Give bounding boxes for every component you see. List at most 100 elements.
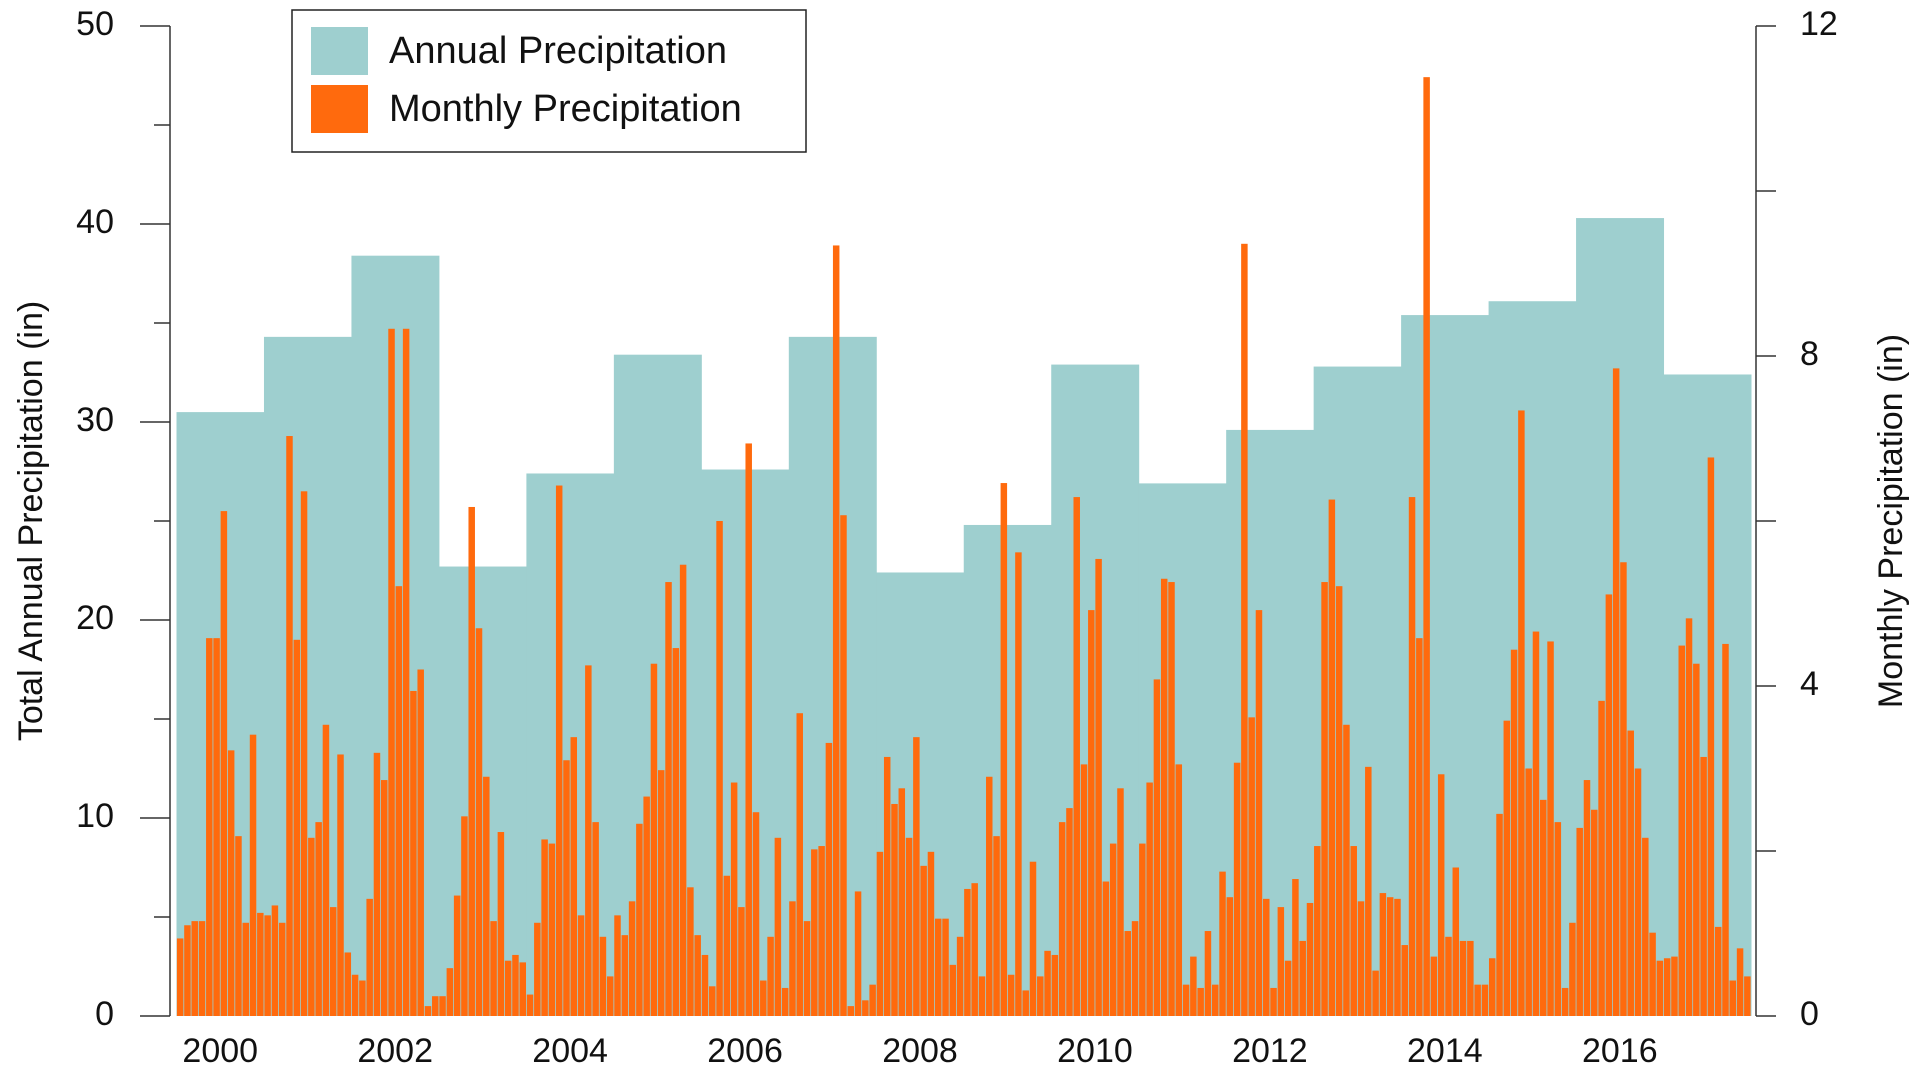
monthly-bar [1423, 77, 1430, 1016]
monthly-bar [1284, 960, 1292, 1016]
monthly-bar [1109, 843, 1117, 1016]
monthly-bar [424, 1006, 432, 1016]
monthly-bar [1350, 846, 1357, 1016]
legend-swatch [311, 27, 368, 75]
monthly-bar [760, 980, 767, 1016]
monthly-bar [905, 837, 913, 1016]
monthly-bar [1408, 497, 1416, 1016]
monthly-bar [381, 780, 388, 1016]
monthly-bar [796, 713, 803, 1016]
monthly-bar [1598, 700, 1605, 1016]
monthly-bar [1488, 958, 1496, 1016]
monthly-bar [1634, 768, 1642, 1016]
monthly-bar [512, 954, 519, 1016]
monthly-bar [1503, 720, 1511, 1016]
monthly-bar [1015, 552, 1022, 1016]
monthly-bar [541, 839, 548, 1016]
x-tick-label: 2014 [1407, 1032, 1483, 1070]
monthly-bar [395, 586, 403, 1016]
monthly-bar [862, 1000, 869, 1016]
y-tick-label: 10 [76, 797, 114, 835]
monthly-bar [1372, 970, 1379, 1016]
monthly-bar [1175, 764, 1183, 1016]
monthly-bar [730, 782, 738, 1016]
monthly-bar [1532, 631, 1540, 1016]
monthly-bar [920, 865, 927, 1016]
monthly-bar [1270, 987, 1277, 1016]
monthly-bar [337, 754, 344, 1016]
monthly-bar [329, 907, 337, 1016]
monthly-bar [278, 922, 286, 1016]
monthly-bar [1591, 809, 1598, 1016]
monthly-bar [563, 760, 570, 1016]
monthly-bar [1277, 907, 1285, 1016]
y-tick-label: 40 [76, 203, 114, 241]
monthly-bar [825, 742, 833, 1016]
monthly-bar [1226, 897, 1234, 1016]
monthly-bar [913, 737, 920, 1016]
monthly-bar [1000, 483, 1008, 1016]
monthly-bar [752, 812, 760, 1016]
monthly-bar [1612, 368, 1620, 1016]
monthly-bar [1153, 679, 1161, 1016]
monthly-bar [1102, 881, 1110, 1016]
monthly-bar [475, 628, 483, 1016]
monthly-bar [1416, 638, 1423, 1016]
monthly-bar [548, 843, 556, 1016]
monthly-bar [1292, 879, 1299, 1016]
monthly-bar [432, 996, 439, 1016]
monthly-bar [235, 836, 242, 1016]
monthly-bar [978, 976, 986, 1016]
x-tick-label: 2012 [1232, 1032, 1308, 1070]
monthly-bar [1088, 610, 1095, 1016]
monthly-bar [1693, 663, 1700, 1016]
monthly-bar [490, 921, 497, 1016]
monthly-bar [789, 901, 796, 1016]
monthly-bar [942, 918, 949, 1016]
monthly-bar [592, 822, 599, 1016]
monthly-bar [439, 996, 446, 1016]
x-tick-label: 2004 [532, 1032, 608, 1070]
monthly-bar [1328, 499, 1336, 1016]
monthly-bar [351, 974, 359, 1016]
monthly-bar [359, 980, 366, 1016]
monthly-bar [191, 921, 198, 1016]
monthly-bar [811, 849, 818, 1016]
y-tick-label: 30 [76, 401, 114, 439]
y-tick-label: 0 [95, 995, 114, 1033]
monthly-bar [1437, 774, 1445, 1016]
monthly-bar [767, 936, 774, 1016]
x-tick-label: 2016 [1582, 1032, 1658, 1070]
monthly-bar [410, 690, 417, 1016]
monthly-bar [1131, 921, 1139, 1016]
monthly-bar [832, 245, 840, 1016]
annual-bar [1401, 315, 1490, 1017]
monthly-bar [1678, 645, 1685, 1016]
annual-bar [351, 255, 440, 1016]
monthly-bar [1321, 582, 1328, 1016]
monthly-bar [446, 968, 454, 1016]
monthly-bar [657, 770, 665, 1016]
monthly-bar [1007, 974, 1015, 1016]
monthly-bar [483, 776, 490, 1016]
monthly-bar [1190, 956, 1197, 1016]
monthly-bar [497, 832, 505, 1016]
monthly-bar [1022, 990, 1029, 1016]
monthly-bar [643, 796, 650, 1016]
monthly-bar [1474, 984, 1481, 1016]
monthly-bar [1379, 893, 1387, 1016]
monthly-bar [628, 901, 636, 1016]
annual-bar [1663, 374, 1752, 1017]
monthly-bar [956, 936, 964, 1016]
monthly-bar [883, 756, 891, 1016]
monthly-bar [1386, 897, 1394, 1016]
monthly-bar [1117, 788, 1124, 1016]
monthly-bar [1510, 649, 1518, 1016]
monthly-bar [526, 994, 534, 1016]
monthly-bar [694, 935, 701, 1016]
monthly-bar [986, 776, 993, 1016]
monthly-bar [1496, 813, 1503, 1016]
monthly-bar [1620, 562, 1627, 1016]
monthly-bar [1219, 871, 1226, 1016]
y2-tick-label: 12 [1800, 5, 1838, 43]
